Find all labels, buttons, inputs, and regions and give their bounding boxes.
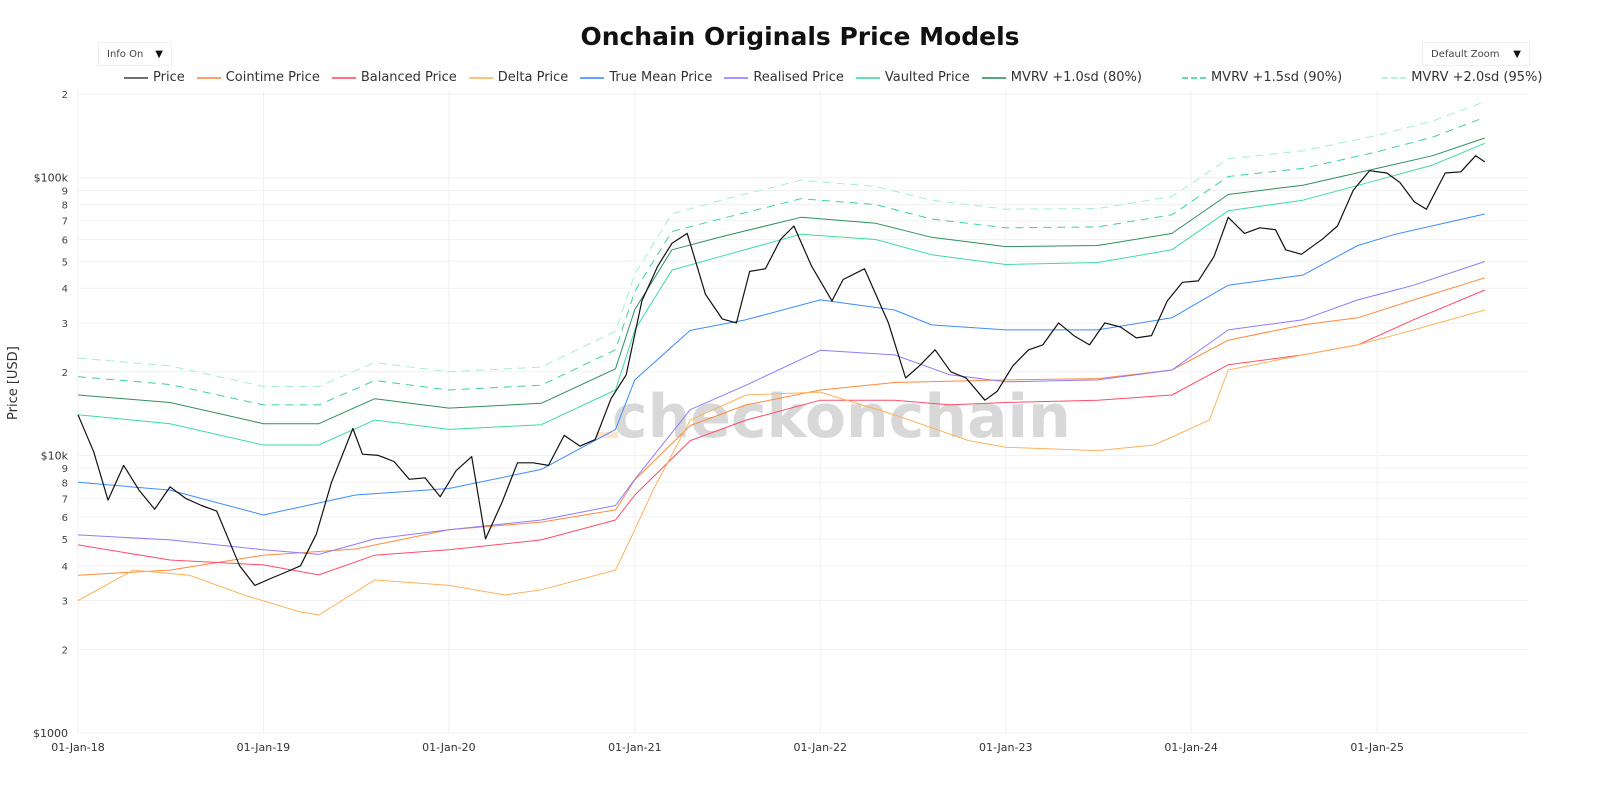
legend-swatch [468, 76, 493, 79]
x-tick-label: 01-Jan-19 [237, 741, 291, 754]
legend-item[interactable]: True Mean Price [580, 70, 712, 85]
y-tick-label: 4 [62, 562, 68, 573]
legend-label: Cointime Price [225, 70, 320, 85]
series-line-realised-price [77, 261, 1485, 555]
legend: Price Cointime Price Balanced Price Delta P… [124, 70, 1582, 85]
legend-swatch [196, 76, 221, 79]
legend-label: MVRV +1.0sd (80%) [1010, 70, 1142, 85]
series-line-vaulted-price [77, 142, 1485, 446]
legend-item[interactable]: Delta Price [468, 70, 569, 85]
legend-item[interactable]: MVRV +1.5sd (90%) [1181, 70, 1343, 85]
y-tick-label: 3 [62, 597, 68, 608]
watermark-logo: checkonchain [612, 382, 1071, 452]
legend-item[interactable]: MVRV +1.0sd (80%) [981, 70, 1142, 85]
zoom-label: Default Zoom [1431, 48, 1500, 60]
legend-item[interactable]: Vaulted Price [855, 70, 970, 85]
x-tick-label: 01-Jan-24 [1164, 741, 1218, 754]
y-tick-label: 3 [62, 319, 68, 330]
legend-item[interactable]: Price [124, 70, 185, 85]
series-line-cointime-price [77, 277, 1485, 576]
y-tick-label: $1000 [33, 727, 68, 740]
legend-swatch [1382, 76, 1407, 79]
x-tick-label: 01-Jan-21 [608, 741, 662, 754]
legend-swatch [724, 76, 749, 79]
chevron-down-icon: ▼ [1513, 48, 1521, 60]
series-line-mvrv-1-5sd-90 [77, 116, 1485, 406]
chevron-down-icon: ▼ [155, 48, 163, 60]
series-line-price [77, 155, 1486, 586]
y-tick-label: 5 [62, 535, 68, 546]
info-toggle-label: Info On [107, 48, 144, 60]
legend-label: Price [153, 70, 185, 85]
y-tick-label: 8 [62, 478, 68, 489]
y-tick-label: 7 [62, 494, 68, 505]
y-tick-label: 2 [62, 368, 68, 379]
y-tick-label: 9 [62, 186, 68, 197]
series-line-true-mean-price [77, 213, 1485, 516]
legend-swatch [981, 76, 1006, 79]
legend-item[interactable]: Balanced Price [331, 70, 457, 85]
legend-swatch [331, 76, 356, 79]
y-tick-label: 4 [62, 284, 68, 295]
legend-swatch [580, 76, 605, 79]
x-tick-label: 01-Jan-20 [422, 741, 476, 754]
series-line-balanced-price [77, 289, 1485, 576]
y-tick-label: 8 [62, 201, 68, 212]
legend-item[interactable]: Realised Price [724, 70, 844, 85]
legend-label: Realised Price [753, 70, 844, 85]
info-toggle-dropdown[interactable]: Info On ▼ [98, 42, 172, 66]
legend-label: Balanced Price [360, 70, 457, 85]
legend-label: MVRV +2.0sd (95%) [1411, 70, 1543, 85]
zoom-dropdown[interactable]: Default Zoom ▼ [1422, 42, 1530, 66]
y-tick-label: 7 [62, 217, 68, 228]
y-tick-label: 2 [62, 645, 68, 656]
x-tick-label: 01-Jan-23 [979, 741, 1033, 754]
legend-label: Vaulted Price [884, 70, 970, 85]
legend-swatch [1181, 76, 1206, 79]
legend-label: Delta Price [497, 70, 569, 85]
y-tick-label: 2 [62, 90, 68, 101]
chart-title: Onchain Originals Price Models [580, 22, 1020, 51]
legend-swatch [855, 76, 880, 79]
legend-label: MVRV +1.5sd (90%) [1210, 70, 1343, 85]
y-tick-label: 6 [62, 235, 68, 246]
x-tick-label: 01-Jan-22 [794, 741, 848, 754]
legend-label: True Mean Price [609, 70, 713, 85]
series-line-delta-price [77, 309, 1485, 616]
watermark-logo-mark [596, 432, 618, 438]
y-tick-label: $10k [41, 449, 69, 462]
y-tick-label: 9 [62, 464, 68, 475]
legend-item[interactable]: Cointime Price [196, 70, 320, 85]
legend-item[interactable]: MVRV +2.0sd (95%) [1382, 70, 1542, 85]
y-tick-label: 6 [62, 513, 68, 524]
legend-swatch [124, 76, 148, 79]
x-tick-label: 01-Jan-25 [1350, 741, 1404, 754]
x-tick-label: 01-Jan-18 [51, 741, 105, 754]
y-tick-label: $100k [34, 172, 69, 185]
y-tick-label: 5 [62, 257, 68, 268]
series-line-mvrv-1-0sd-80 [77, 137, 1485, 425]
series-line-mvrv-2-0sd-95 [77, 101, 1485, 387]
